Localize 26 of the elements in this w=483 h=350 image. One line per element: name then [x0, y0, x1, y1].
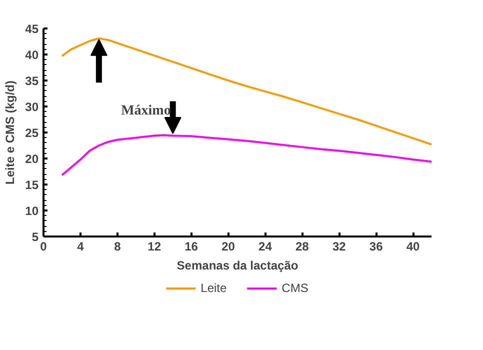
- y-tick-label: 15: [25, 178, 39, 192]
- x-tick-label: 28: [295, 240, 310, 254]
- x-tick-label: 40: [406, 240, 420, 254]
- x-tick-label: 20: [222, 240, 236, 254]
- y-tick-label: 30: [25, 100, 39, 114]
- x-tick-label: 24: [258, 240, 272, 254]
- x-tick-label: 32: [332, 240, 346, 254]
- x-axis-title: Semanas da lactação: [176, 258, 298, 272]
- y-tick-label: 45: [25, 22, 39, 36]
- legend-label: CMS: [282, 281, 308, 295]
- y-tick-label: 10: [25, 204, 39, 218]
- y-tick-label: 25: [25, 126, 39, 140]
- legend-label: Leite: [200, 281, 227, 295]
- y-tick-label: 35: [25, 74, 39, 88]
- line-series: [60, 134, 432, 176]
- x-tick-label: 4: [77, 240, 84, 254]
- x-tick-label: 36: [369, 240, 384, 254]
- y-tick-label: 20: [25, 152, 39, 166]
- x-tick-label: 12: [148, 240, 162, 254]
- y-tick-label: 40: [25, 48, 39, 62]
- y-tick-label: 5: [32, 230, 39, 244]
- y-axis-title: Leite e CMS (kg/d): [3, 80, 18, 185]
- x-tick-label: 16: [184, 240, 198, 254]
- line-series: [60, 37, 432, 146]
- x-tick-label: 0: [40, 240, 48, 254]
- x-tick-label: 8: [114, 240, 122, 254]
